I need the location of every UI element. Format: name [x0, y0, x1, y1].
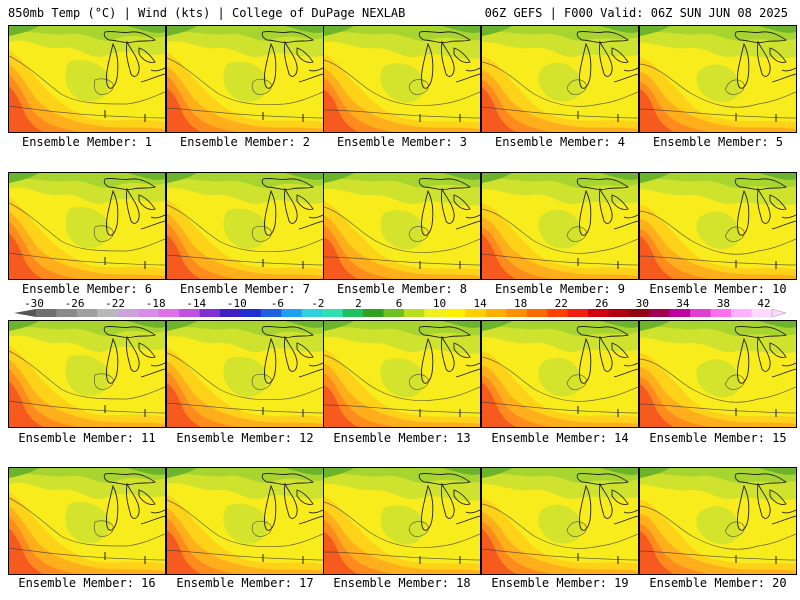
ensemble-member-label: Ensemble Member: 19: [491, 576, 629, 590]
ensemble-member-label: Ensemble Member: 10: [649, 282, 787, 296]
colorbar-tick-label: -2: [311, 297, 325, 310]
colorbar-labels: -30 -26 -22 -18 -14 -10 -6 -2 2 6 10 14 18 22 26 30 34 38…: [0, 297, 800, 310]
ensemble-member-map: [323, 467, 481, 575]
header-title: 850mb Temp (°C) | Wind (kts) | College o…: [8, 6, 406, 20]
ensemble-member-map: [323, 172, 481, 280]
colorbar-tick-label: -30: [24, 297, 44, 310]
ensemble-member-map: [323, 25, 481, 133]
colorbar-tick-label: -14: [186, 297, 207, 310]
ensemble-member-map: [166, 172, 324, 280]
ensemble-member-map: [166, 467, 324, 575]
ensemble-member-label: Ensemble Member: 17: [176, 576, 314, 590]
header-valid-time: 06Z GEFS | F000 Valid: 06Z SUN JUN 08 20…: [484, 6, 788, 20]
ensemble-member-label: Ensemble Member: 12: [176, 431, 314, 445]
colorbar-tick-label: -6: [270, 297, 284, 310]
colorbar-tick-label: 6: [395, 297, 403, 310]
ensemble-member-label: Ensemble Member: 18: [333, 576, 471, 590]
colorbar-tick-label: 10: [432, 297, 447, 310]
ensemble-member-map: [481, 467, 639, 575]
colorbar-tick-label: -22: [105, 297, 126, 310]
ensemble-member-label: Ensemble Member: 5: [652, 135, 784, 149]
ensemble-member-map: [8, 25, 166, 133]
ensemble-member-map: [481, 320, 639, 428]
ensemble-member-map: [639, 25, 797, 133]
ensemble-member-label: Ensemble Member: 8: [336, 282, 468, 296]
ensemble-member-label: Ensemble Member: 15: [649, 431, 787, 445]
colorbar-tick-label: -10: [226, 297, 247, 310]
ensemble-member-map: [481, 172, 639, 280]
colorbar-tick-label: 38: [716, 297, 731, 310]
ensemble-member-map: [166, 320, 324, 428]
ensemble-member-map: [639, 320, 797, 428]
ensemble-member-map: [639, 172, 797, 280]
ensemble-member-label: Ensemble Member: 14: [491, 431, 629, 445]
ensemble-member-label: Ensemble Member: 9: [494, 282, 626, 296]
ensemble-member-label: Ensemble Member: 11: [18, 431, 156, 445]
colorbar-tick-label: 14: [473, 297, 487, 310]
ensemble-member-label: Ensemble Member: 7: [179, 282, 311, 296]
ensemble-member-label: Ensemble Member: 20: [649, 576, 787, 590]
colorbar-tick-label: 42: [757, 297, 771, 310]
ensemble-member-label: Ensemble Member: 4: [494, 135, 626, 149]
ensemble-member-map: [481, 25, 639, 133]
colorbar-tick-label: 34: [676, 297, 690, 310]
colorbar-tick-label: -18: [145, 297, 166, 310]
colorbar-tick-label: 26: [595, 297, 609, 310]
colorbar-tick-label: 30: [635, 297, 649, 310]
ensemble-member-map: [8, 320, 166, 428]
ensemble-member-label: Ensemble Member: 13: [333, 431, 471, 445]
colorbar-tick-label: 2: [355, 297, 362, 310]
ensemble-member-map: [323, 320, 481, 428]
ensemble-member-map: [166, 25, 324, 133]
ensemble-member-label: Ensemble Member: 6: [21, 282, 153, 296]
colorbar-tick-label: 22: [554, 297, 568, 310]
ensemble-member-label: Ensemble Member: 1: [21, 135, 153, 149]
ensemble-member-map: [639, 467, 797, 575]
ensemble-member-label: Ensemble Member: 16: [18, 576, 156, 590]
colorbar-tick-label: -26: [64, 297, 85, 310]
temperature-colorbar: [14, 309, 786, 317]
ensemble-member-map: [8, 172, 166, 280]
ensemble-member-label: Ensemble Member: 2: [179, 135, 311, 149]
ensemble-member-label: Ensemble Member: 3: [336, 135, 468, 149]
ensemble-member-map: [8, 467, 166, 575]
colorbar-tick-label: 18: [514, 297, 528, 310]
